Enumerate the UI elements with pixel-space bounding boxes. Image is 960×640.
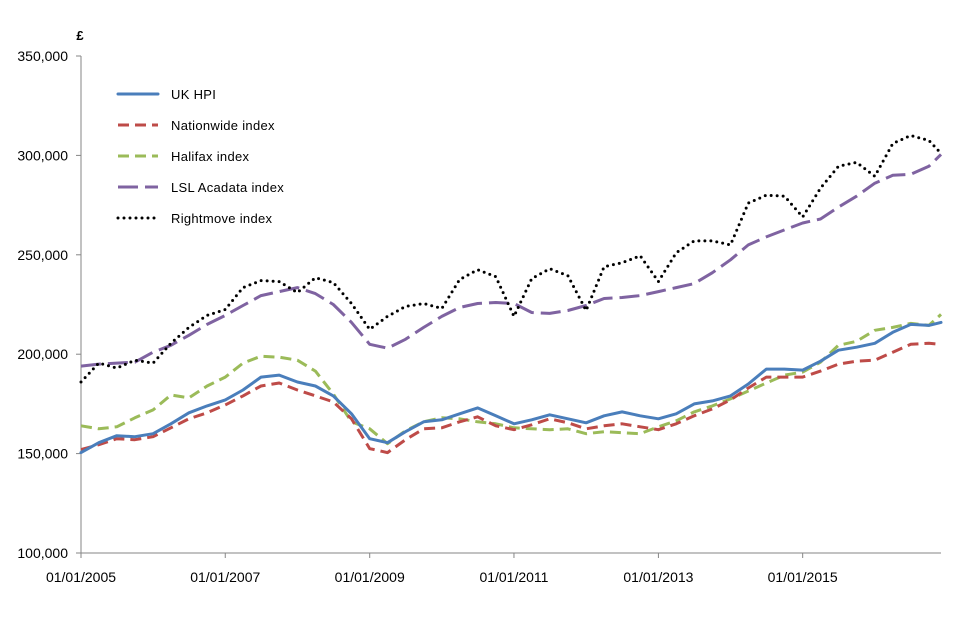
y-tick-label: 250,000 bbox=[17, 247, 68, 263]
x-tick-label: 01/01/2011 bbox=[479, 569, 548, 585]
y-tick-label: 200,000 bbox=[17, 346, 68, 362]
legend-label: UK HPI bbox=[171, 87, 216, 102]
series-line-uk-hpi bbox=[79, 320, 943, 455]
series-layer bbox=[79, 134, 943, 455]
x-axis-ticks: 01/01/2005 01/01/2007 01/01/2009 01/01/2011… bbox=[46, 553, 838, 585]
legend-label: Nationwide index bbox=[171, 118, 275, 133]
y-tick-label: 300,000 bbox=[17, 147, 68, 163]
x-tick-label: 01/01/2007 bbox=[190, 569, 260, 585]
x-tick-label: 01/01/2005 bbox=[46, 569, 116, 585]
y-axis-ticks: 100,000 150,000 200,000 250,000 300,000 350,0… bbox=[17, 48, 81, 561]
legend-label: Rightmove index bbox=[171, 211, 273, 226]
legend-item-lsl-acadata-index: LSL Acadata index bbox=[118, 180, 284, 195]
y-tick-label: 350,000 bbox=[17, 48, 68, 64]
legend-item-rightmove-index: Rightmove index bbox=[116, 211, 273, 226]
x-tick-label: 01/01/2009 bbox=[335, 569, 405, 585]
x-tick-label: 01/01/2015 bbox=[768, 569, 838, 585]
legend-label: LSL Acadata index bbox=[171, 180, 284, 195]
legend: UK HPI Nationwide index Halifax index LSL A… bbox=[116, 87, 284, 226]
y-tick-label: 150,000 bbox=[17, 446, 68, 462]
series-line-lsl-acadata-index bbox=[80, 153, 943, 368]
series-line-halifax-index bbox=[80, 313, 943, 446]
y-axis-unit-label: £ bbox=[76, 28, 84, 43]
legend-label: Halifax index bbox=[171, 149, 250, 164]
plot-area: 100,000 150,000 200,000 250,000 300,000 350,0… bbox=[17, 48, 943, 585]
series-line-rightmove-index bbox=[79, 134, 943, 384]
series-line-nationwide-index bbox=[80, 341, 942, 455]
y-tick-label: 100,000 bbox=[17, 545, 68, 561]
x-tick-label: 01/01/2013 bbox=[623, 569, 693, 585]
legend-item-halifax-index: Halifax index bbox=[118, 149, 250, 164]
legend-item-uk-hpi: UK HPI bbox=[116, 87, 216, 102]
legend-item-nationwide-index: Nationwide index bbox=[118, 118, 275, 133]
